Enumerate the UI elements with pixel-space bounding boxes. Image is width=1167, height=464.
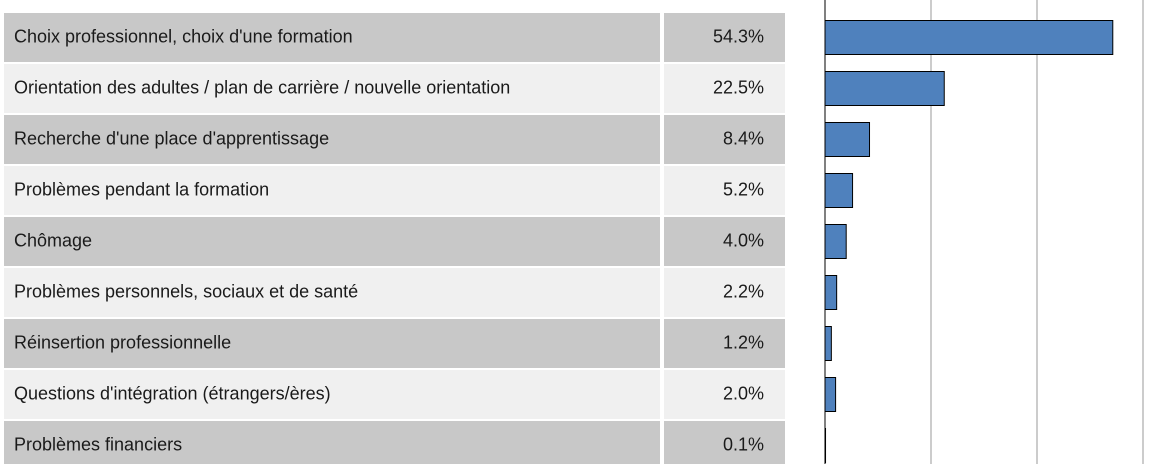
label-cell: [4, 268, 660, 317]
category-label: Choix professionnel, choix d'une formati…: [14, 26, 353, 46]
label-cell: [4, 319, 660, 368]
value-label: 22.5%: [713, 77, 764, 97]
category-label: Orientation des adultes / plan de carriè…: [14, 77, 510, 97]
value-label: 5.2%: [723, 179, 764, 199]
value-label: 4.0%: [723, 230, 764, 250]
value-label: 54.3%: [713, 26, 764, 46]
category-label: Problèmes financiers: [14, 434, 182, 454]
label-cell: [4, 13, 660, 62]
category-label: Recherche d'une place d'apprentissage: [14, 128, 329, 148]
bar: [824, 275, 838, 310]
bar: [824, 326, 832, 361]
value-cell: [664, 166, 785, 215]
bar: [824, 71, 945, 106]
value-cell: [664, 370, 785, 419]
bar: [824, 224, 847, 259]
value-cell: [664, 319, 785, 368]
label-cell: [4, 421, 660, 464]
value-cell: [664, 115, 785, 164]
value-label: 8.4%: [723, 128, 764, 148]
value-label: 2.2%: [723, 281, 764, 301]
label-cell: [4, 64, 660, 113]
label-cell: [4, 370, 660, 419]
value-label: 1.2%: [723, 332, 764, 352]
category-label: Chômage: [14, 230, 92, 250]
label-cell: [4, 166, 660, 215]
label-cell: [4, 115, 660, 164]
value-cell: [664, 64, 785, 113]
value-cell: [664, 421, 785, 464]
bar: [824, 20, 1114, 55]
bar: [824, 377, 837, 412]
value-cell: [664, 268, 785, 317]
label-cell: [4, 217, 660, 266]
bar: [824, 173, 854, 208]
value-label: 2.0%: [723, 383, 764, 403]
category-label: Questions d'intégration (étrangers/ères): [14, 383, 331, 403]
category-label: Problèmes personnels, sociaux et de sant…: [14, 281, 358, 301]
value-cell: [664, 217, 785, 266]
category-label: Réinsertion professionnelle: [14, 332, 231, 352]
value-cell: [664, 13, 785, 62]
category-label: Problèmes pendant la formation: [14, 179, 269, 199]
bar: [824, 122, 871, 157]
value-label: 0.1%: [723, 434, 764, 454]
bar: [824, 428, 827, 463]
